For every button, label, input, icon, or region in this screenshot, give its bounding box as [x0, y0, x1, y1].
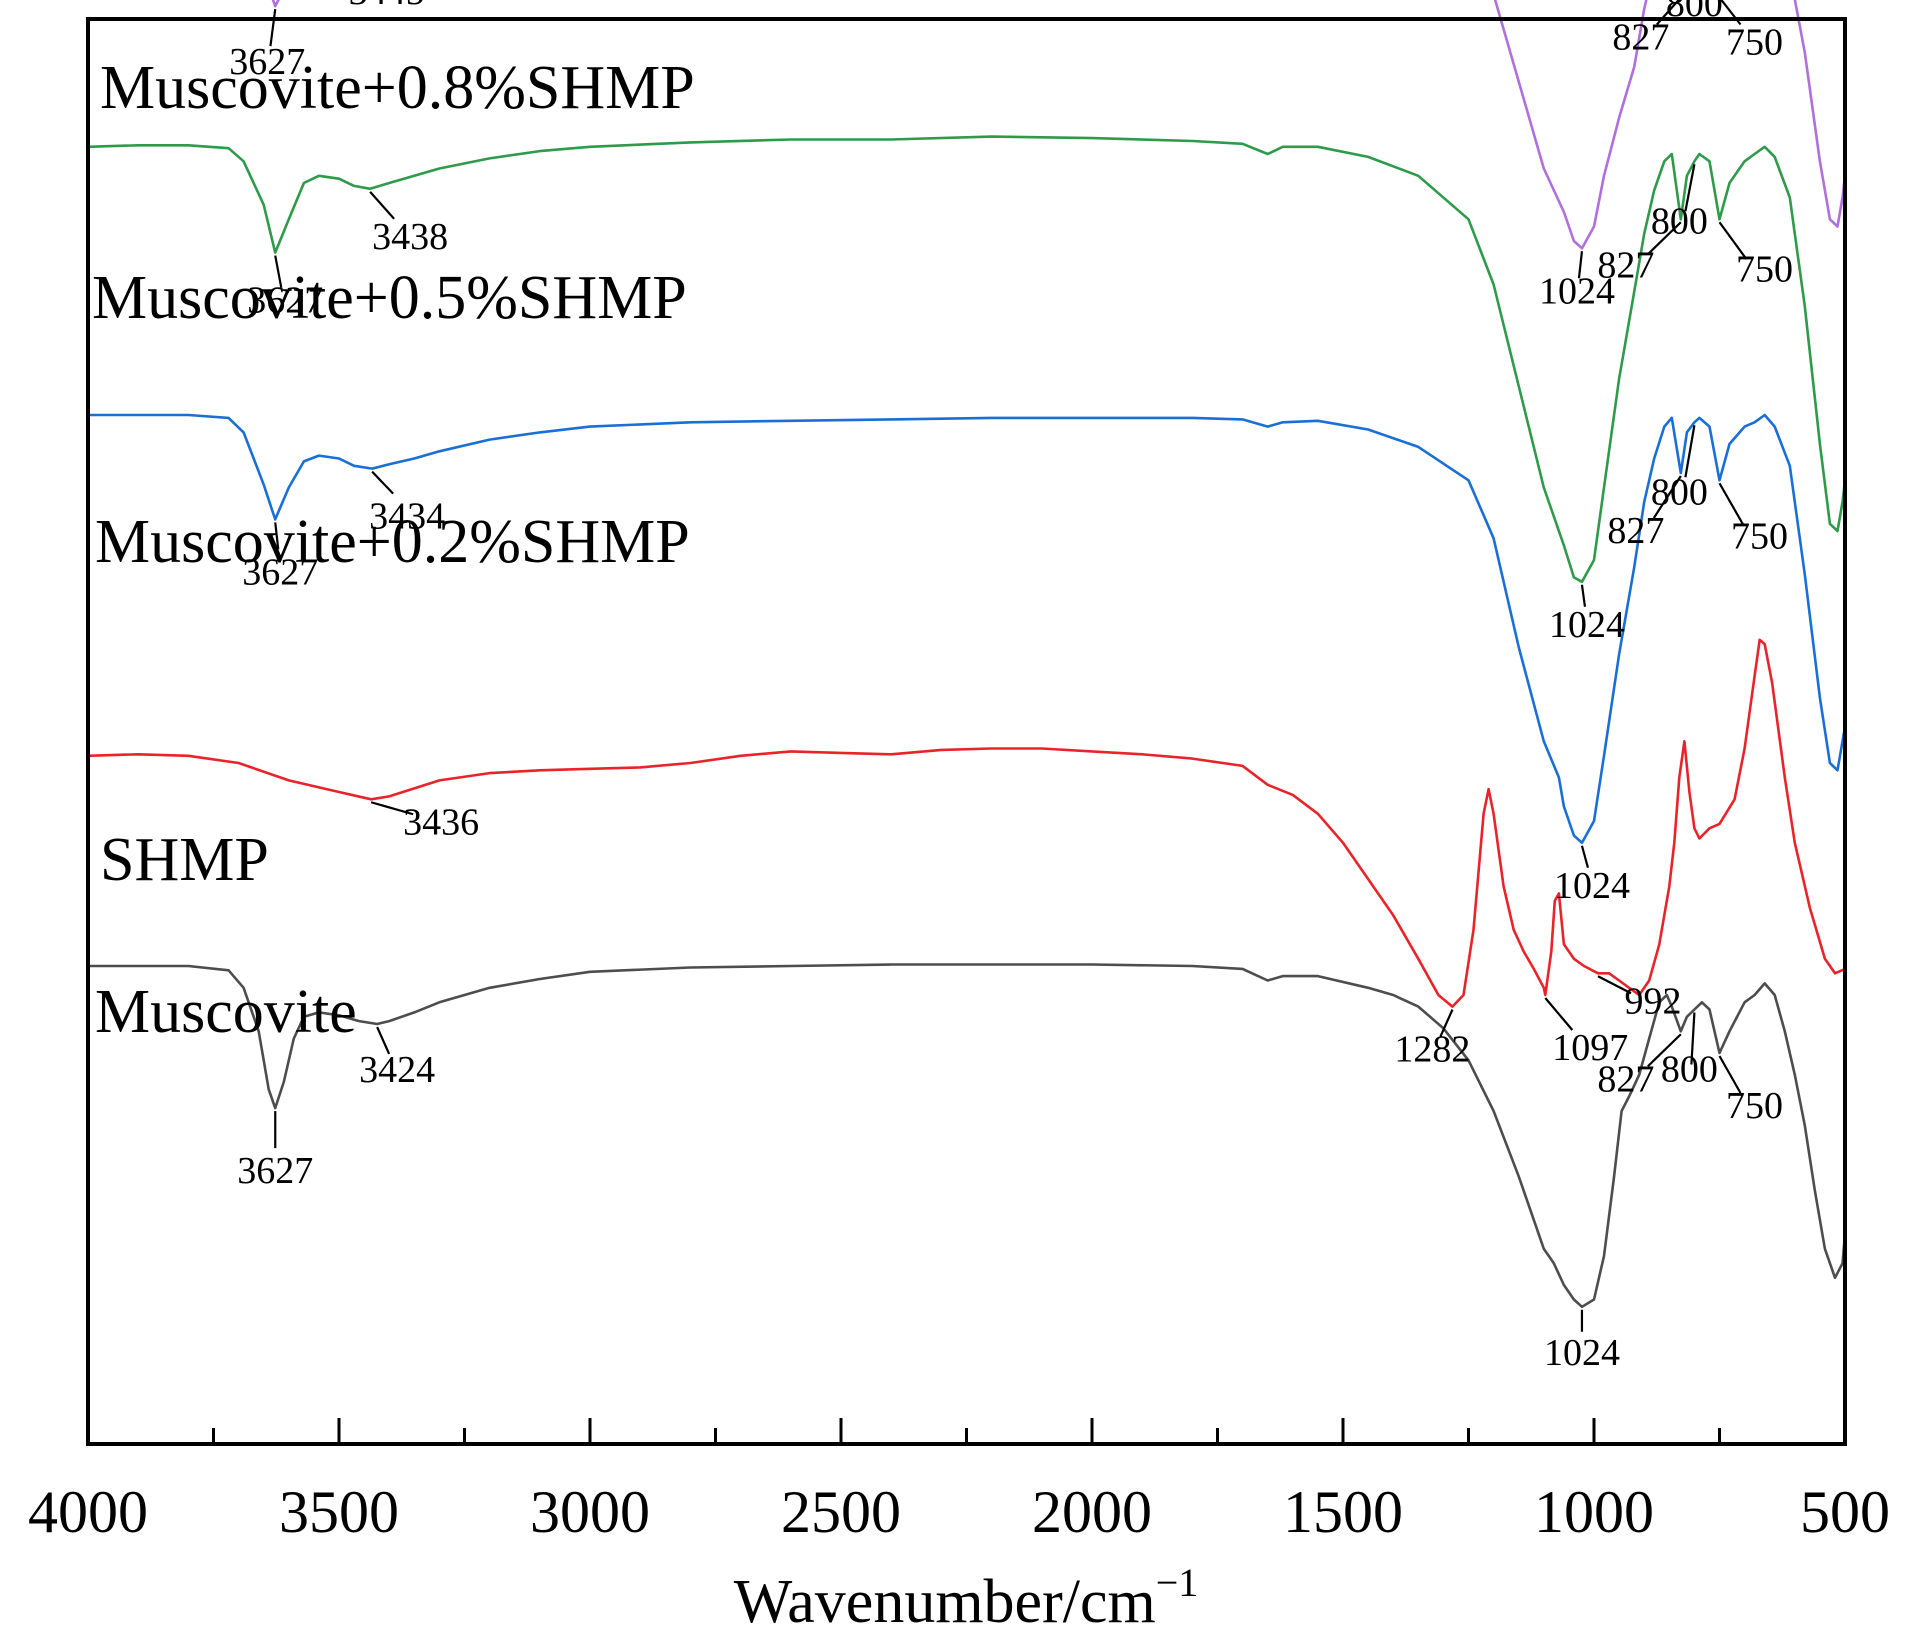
peak-label-24: 1024 — [1544, 1332, 1620, 1374]
x-tick-label-1000: 1000 — [1534, 1479, 1654, 1545]
peak-label-21: 992 — [1625, 980, 1682, 1022]
series-line-0 — [271, 0, 1847, 250]
peak-labels: 3627344510248278007503627343810248278007… — [229, 0, 1793, 1374]
x-tick-label-500: 500 — [1800, 1479, 1890, 1545]
peak-leader-20 — [1544, 997, 1574, 1031]
peak-label-17: 750 — [1731, 515, 1788, 557]
plot-frame — [86, 17, 1847, 1446]
peak-leader-23 — [376, 1026, 391, 1055]
peak-leader-0 — [269, 8, 277, 47]
series-line-3 — [87, 638, 1846, 1008]
peak-label-22: 3627 — [237, 1150, 313, 1192]
peak-label-4: 800 — [1666, 0, 1723, 25]
peak-label-16: 800 — [1651, 471, 1708, 513]
peak-label-3: 827 — [1612, 17, 1669, 59]
peak-label-20: 1097 — [1552, 1027, 1628, 1069]
peak-label-26: 800 — [1661, 1049, 1718, 1091]
peak-leader-14 — [1580, 845, 1590, 869]
x-axis-ticks — [86, 1418, 1847, 1444]
x-tick-label-1500: 1500 — [1283, 1479, 1403, 1545]
peak-label-2: 1024 — [1539, 270, 1615, 312]
series-line-4 — [88, 963, 1847, 1309]
series-label-2: Muscovite+0.2%SHMP — [95, 508, 690, 576]
series-line-2 — [88, 413, 1847, 845]
series-curves — [87, 0, 1847, 1309]
peak-label-12: 3627 — [242, 551, 318, 593]
x-axis-title: Wavenumber/cm−1 — [734, 1560, 1199, 1636]
peak-leader-6 — [274, 255, 283, 288]
peak-label-23: 3424 — [359, 1049, 435, 1091]
peak-leader-9 — [1647, 221, 1682, 256]
x-tick-label-2500: 2500 — [781, 1479, 901, 1545]
peak-label-8: 1024 — [1549, 604, 1625, 646]
peak-label-10: 800 — [1651, 200, 1708, 242]
peak-label-11: 750 — [1736, 248, 1793, 290]
peak-leader-12 — [274, 522, 280, 550]
series-label-0: Muscovite+0.8%SHMP — [100, 54, 695, 122]
x-tick-label-3500: 3500 — [279, 1479, 399, 1545]
peak-leader-26 — [1690, 1012, 1696, 1065]
peak-label-15: 827 — [1607, 510, 1664, 552]
peak-leader-16 — [1684, 425, 1696, 478]
peak-leader-21 — [1597, 975, 1632, 995]
peak-leader-11 — [1718, 221, 1748, 260]
x-tick-label-3000: 3000 — [530, 1479, 650, 1545]
peak-label-27: 750 — [1726, 1085, 1783, 1127]
peak-leader-17 — [1718, 482, 1745, 526]
series-labels: Muscovite+0.8%SHMP Muscovite+0.5%SHMP Musc… — [92, 54, 695, 1046]
x-axis-tick-labels: 4000 3500 3000 2500 2000 1500 1000 500 — [28, 1479, 1890, 1545]
series-line-1 — [87, 135, 1847, 584]
peak-leader-25 — [1647, 1033, 1682, 1068]
peak-label-19: 1282 — [1394, 1029, 1470, 1071]
peak-leader-27 — [1718, 1055, 1742, 1094]
peak-label-6: 3627 — [247, 280, 323, 322]
peak-label-13: 3434 — [369, 496, 445, 538]
peak-leader-lines — [269, 0, 1748, 1332]
peak-label-18: 3436 — [403, 801, 479, 843]
peak-leader-18 — [370, 801, 414, 816]
peak-leader-13 — [371, 470, 394, 495]
peak-leader-2 — [1577, 251, 1584, 279]
peak-label-0: 3627 — [229, 41, 305, 83]
series-label-4: Muscovite — [95, 978, 357, 1046]
peak-label-1: 3445 — [349, 0, 425, 13]
series-label-3: SHMP — [100, 826, 269, 894]
peak-leader-7 — [369, 191, 395, 220]
x-tick-label-4000: 4000 — [28, 1479, 148, 1545]
x-tick-label-2000: 2000 — [1032, 1479, 1152, 1545]
series-label-1: Muscovite+0.5%SHMP — [92, 264, 687, 332]
peak-label-9: 827 — [1597, 244, 1654, 286]
peak-label-7: 3438 — [372, 216, 448, 258]
peak-leader-15 — [1652, 475, 1682, 519]
peak-leader-19 — [1439, 1009, 1454, 1038]
peak-label-14: 1024 — [1554, 865, 1630, 907]
peak-leader-10 — [1684, 164, 1696, 212]
peak-label-25: 827 — [1597, 1058, 1654, 1100]
peak-leader-8 — [1580, 584, 1587, 607]
peak-label-5: 750 — [1726, 22, 1783, 64]
